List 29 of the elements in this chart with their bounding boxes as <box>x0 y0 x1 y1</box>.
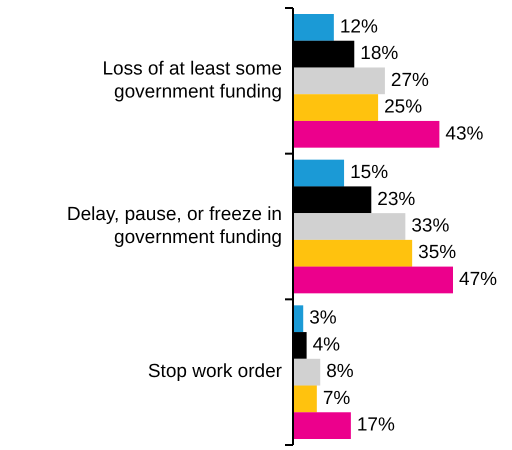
bar <box>293 266 453 294</box>
bar <box>293 14 334 41</box>
data-label: 12% <box>340 16 378 38</box>
bar <box>293 412 351 439</box>
data-label: 8% <box>326 361 354 382</box>
data-label: 35% <box>418 242 456 264</box>
data-label: 15% <box>350 162 388 184</box>
data-label: 4% <box>312 334 340 356</box>
bar <box>293 240 412 267</box>
data-label: 18% <box>360 43 398 64</box>
bar <box>293 358 320 386</box>
bar <box>293 94 378 121</box>
bar <box>293 386 317 412</box>
bar <box>293 213 406 240</box>
data-label: 23% <box>377 188 416 210</box>
bar <box>293 120 440 148</box>
data-label: 3% <box>309 308 337 329</box>
bar <box>293 160 344 186</box>
data-label: 47% <box>459 268 498 290</box>
data-label: 7% <box>322 388 350 409</box>
y-tick-label: Loss of at least some government funding <box>102 58 282 102</box>
y-tick-label: Delay, pause, or freeze in government funding <box>66 204 282 248</box>
data-label: 17% <box>356 414 396 436</box>
data-label: 43% <box>445 123 484 144</box>
data-label: 33% <box>411 216 450 237</box>
data-label: 27% <box>390 70 430 91</box>
data-label: 25% <box>384 96 422 118</box>
bar <box>293 67 385 94</box>
y-tick-label: Stop work order <box>148 361 283 382</box>
